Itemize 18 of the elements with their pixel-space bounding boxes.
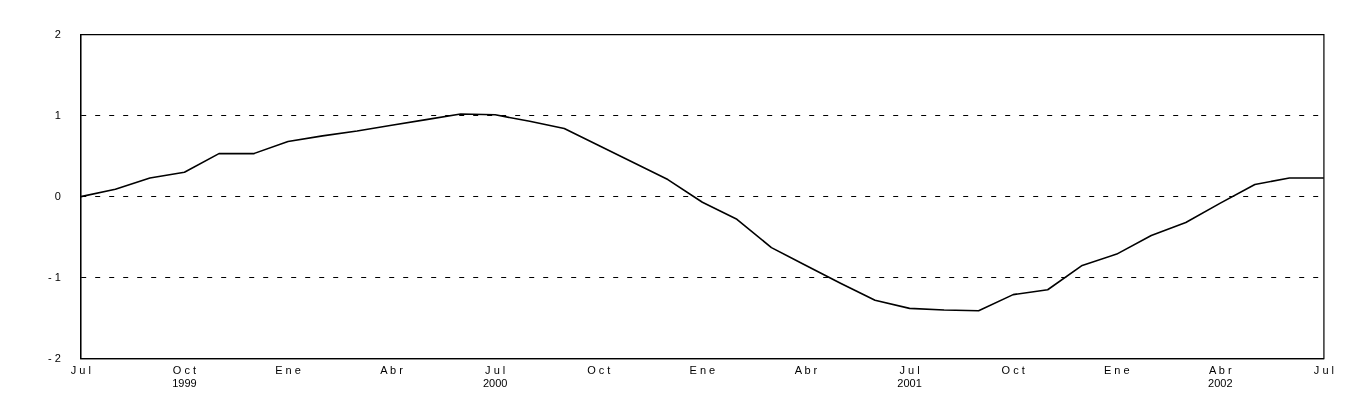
y-tick-label: - 1 <box>47 270 61 283</box>
x-tick-label: E n e <box>275 364 301 377</box>
x-tick-label: J u l <box>70 364 91 377</box>
x-tick-label: A b r 2002 <box>1208 364 1233 390</box>
y-tick-label: - 2 <box>47 351 61 364</box>
x-tick-label: A b r <box>794 364 818 377</box>
x-tick-label: O c t 1999 <box>172 364 197 390</box>
x-tick-label: O c t <box>1001 364 1025 377</box>
x-tick-label: J u l 2000 <box>482 364 508 390</box>
y-tick-label: 1 <box>54 108 61 121</box>
x-tick-label: E n e <box>689 364 716 377</box>
x-tick-label: A b r <box>380 364 404 377</box>
y-tick-label: 0 <box>54 189 61 202</box>
x-tick-label: O c t <box>587 364 611 377</box>
y-tick-label: 2 <box>54 27 61 40</box>
x-tick-label: E n e <box>1103 364 1130 377</box>
x-tick-label: J u l 2001 <box>897 364 922 390</box>
x-tick-label: J u l <box>1313 364 1335 377</box>
